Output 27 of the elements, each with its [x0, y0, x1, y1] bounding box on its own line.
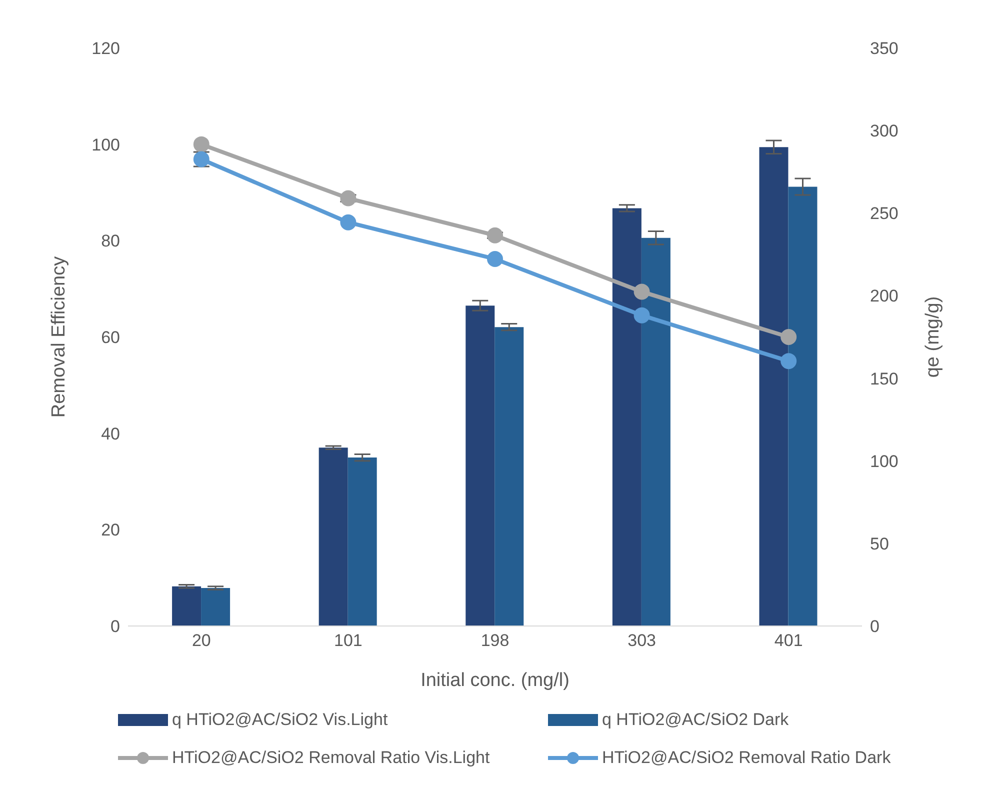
y2-tick-label: 350 — [870, 39, 898, 58]
x-tick-label: 198 — [480, 631, 510, 650]
y2-tick-label: 200 — [870, 286, 898, 306]
x-tick-label: 303 — [628, 631, 656, 650]
legend-label: HTiO2@AC/SiO2 Removal Ratio Vis.Light — [172, 748, 490, 768]
x-tick-label: 101 — [334, 631, 362, 650]
legend-label: q HTiO2@AC/SiO2 Dark — [602, 710, 789, 730]
x-tick-label: 401 — [774, 631, 803, 650]
legend-label: q HTiO2@AC/SiO2 Vis.Light — [172, 710, 388, 730]
y2-tick-label: 50 — [870, 534, 889, 554]
y-tick-label: 100 — [92, 135, 120, 154]
y2-tick-label: 150 — [870, 369, 898, 388]
y-tick-label: 120 — [92, 39, 120, 58]
y-tick-label: 40 — [101, 424, 120, 444]
y2-tick-label: 250 — [870, 204, 898, 224]
y2-tick-label: 0 — [870, 617, 880, 636]
y-tick-label: 0 — [110, 617, 120, 636]
x-axis-title: Initial conc. (mg/l) — [420, 670, 570, 691]
y-tick-label: 60 — [101, 328, 120, 348]
legend-label: HTiO2@AC/SiO2 Removal Ratio Dark — [602, 748, 891, 768]
y2-tick-label: 300 — [870, 122, 898, 141]
x-tick-label: 20 — [192, 631, 211, 650]
y2-axis-title: qe (mg/g) — [922, 296, 944, 378]
y2-tick-label: 100 — [870, 452, 898, 471]
y-tick-label: 80 — [101, 232, 120, 251]
y-axis-title: Removal Efficiency — [48, 256, 70, 418]
y-tick-label: 20 — [101, 520, 120, 540]
